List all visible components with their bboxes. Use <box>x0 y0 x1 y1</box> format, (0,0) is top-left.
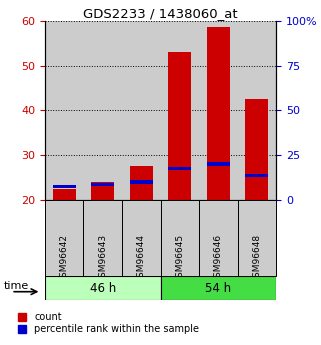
Bar <box>160 21 199 200</box>
Bar <box>245 99 268 200</box>
Bar <box>130 167 153 200</box>
Text: 54 h: 54 h <box>205 282 231 295</box>
Bar <box>91 183 114 186</box>
Bar <box>245 174 268 177</box>
FancyBboxPatch shape <box>122 200 160 276</box>
Bar <box>199 21 238 200</box>
Title: GDS2233 / 1438060_at: GDS2233 / 1438060_at <box>83 7 238 20</box>
FancyBboxPatch shape <box>45 200 83 276</box>
Bar <box>45 21 83 200</box>
Bar <box>207 28 230 200</box>
FancyBboxPatch shape <box>83 200 122 276</box>
Bar <box>238 21 276 200</box>
Bar <box>130 180 153 184</box>
Bar <box>53 189 76 200</box>
Bar <box>45 276 160 300</box>
Legend: count, percentile rank within the sample: count, percentile rank within the sample <box>18 312 199 334</box>
Bar <box>160 276 276 300</box>
Text: GSM96645: GSM96645 <box>175 234 184 283</box>
Bar <box>168 167 191 170</box>
FancyBboxPatch shape <box>238 200 276 276</box>
Text: GSM96644: GSM96644 <box>137 234 146 283</box>
Bar <box>53 185 76 188</box>
Text: 46 h: 46 h <box>90 282 116 295</box>
Text: GSM96646: GSM96646 <box>214 234 223 283</box>
Bar <box>91 182 114 200</box>
FancyBboxPatch shape <box>160 200 199 276</box>
Text: GSM96648: GSM96648 <box>252 234 261 283</box>
Text: GSM96642: GSM96642 <box>60 234 69 283</box>
Bar <box>122 21 160 200</box>
FancyBboxPatch shape <box>199 200 238 276</box>
Bar <box>168 52 191 200</box>
Bar <box>83 21 122 200</box>
Text: time: time <box>4 281 29 291</box>
Bar <box>207 162 230 166</box>
Text: GSM96643: GSM96643 <box>98 234 107 283</box>
